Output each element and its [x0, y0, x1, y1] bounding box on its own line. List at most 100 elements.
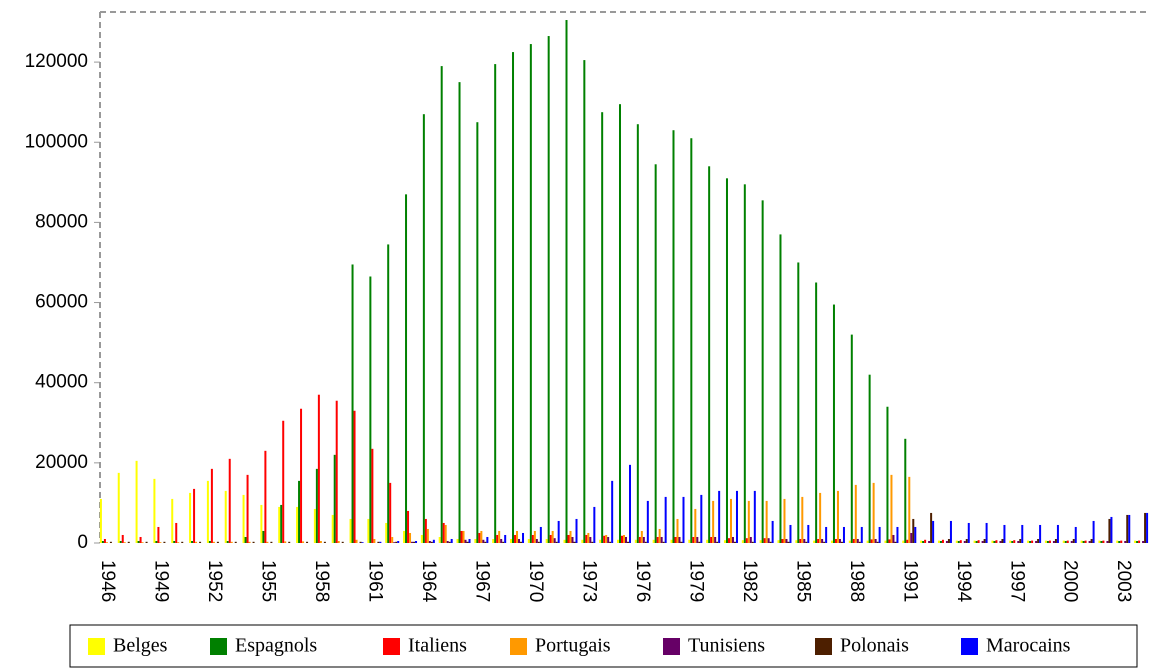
bar — [537, 541, 540, 543]
bar — [1054, 538, 1057, 543]
bar — [975, 540, 978, 543]
bar — [181, 541, 184, 543]
bar — [678, 536, 681, 543]
bar — [440, 66, 443, 544]
bar — [1146, 512, 1149, 543]
bar — [1102, 540, 1105, 543]
bar — [621, 535, 623, 543]
x-tick-label: 1955 — [257, 560, 278, 602]
legend-swatch — [510, 638, 527, 655]
bar — [135, 460, 138, 543]
bar — [878, 526, 881, 543]
bar — [638, 536, 641, 543]
bar — [189, 492, 192, 543]
bar — [830, 540, 833, 543]
bar — [937, 540, 940, 543]
bar — [226, 540, 229, 543]
bar — [573, 541, 576, 543]
bar — [698, 541, 701, 543]
bar — [771, 520, 774, 543]
bar — [252, 541, 255, 543]
bar — [789, 524, 792, 543]
bar — [607, 536, 610, 543]
bar — [1110, 516, 1113, 543]
bar — [1084, 540, 1087, 543]
legend-swatch — [210, 638, 227, 655]
bar — [208, 540, 211, 543]
bar — [405, 194, 408, 544]
bar — [874, 538, 877, 543]
bar — [248, 541, 251, 543]
bar — [1124, 540, 1127, 543]
bar — [228, 458, 231, 543]
bar — [141, 542, 144, 543]
bar — [163, 541, 166, 543]
bar — [769, 541, 772, 543]
bar — [973, 540, 976, 543]
bar — [680, 541, 683, 543]
bar — [349, 518, 352, 543]
bar — [842, 526, 845, 543]
bar — [654, 164, 657, 543]
bar — [432, 539, 435, 543]
bar — [426, 528, 429, 543]
bar — [963, 540, 966, 543]
bar — [840, 541, 843, 543]
bar — [1120, 540, 1123, 543]
bar — [480, 530, 483, 543]
bar — [910, 532, 913, 543]
bar — [876, 541, 879, 543]
bar — [718, 490, 721, 543]
bar — [852, 538, 855, 543]
y-tick-label: 100000 — [25, 131, 88, 152]
bar — [601, 112, 604, 543]
bar — [866, 540, 869, 543]
x-tick-label: 2000 — [1060, 560, 1081, 602]
bar — [234, 541, 237, 543]
bar — [854, 484, 857, 543]
bar — [315, 468, 318, 543]
bar — [690, 138, 693, 543]
bar — [682, 496, 685, 543]
bar — [642, 536, 645, 543]
bar — [1031, 540, 1034, 543]
y-tick-label: 20000 — [35, 452, 88, 473]
bar — [1013, 540, 1016, 543]
bar — [902, 540, 905, 543]
bar — [317, 394, 320, 543]
bar — [502, 541, 505, 543]
bar — [127, 541, 130, 543]
bar — [581, 539, 584, 543]
bar — [1118, 540, 1121, 543]
bar — [914, 526, 917, 543]
bar — [1090, 538, 1093, 543]
bar — [815, 282, 818, 543]
bar — [723, 540, 726, 543]
bar — [767, 538, 770, 543]
bar — [821, 538, 824, 543]
bar — [725, 178, 728, 543]
bar — [801, 496, 804, 543]
bar — [157, 526, 160, 543]
bar — [1003, 524, 1006, 543]
bar — [341, 541, 344, 543]
y-tick-label: 0 — [77, 532, 88, 553]
bar — [1072, 538, 1075, 543]
bar — [171, 498, 174, 543]
bar — [947, 538, 950, 543]
bar — [670, 539, 673, 543]
bar — [422, 114, 425, 544]
bar — [288, 541, 291, 543]
legend — [69, 624, 1138, 668]
bar — [692, 536, 695, 543]
bar — [553, 538, 556, 543]
bar — [636, 124, 639, 544]
bar — [625, 536, 627, 543]
bar — [832, 304, 835, 543]
bar — [949, 520, 952, 543]
bar — [121, 534, 124, 543]
bar — [751, 541, 754, 543]
bar — [908, 476, 911, 543]
bar — [1080, 540, 1083, 543]
bar — [593, 506, 596, 543]
